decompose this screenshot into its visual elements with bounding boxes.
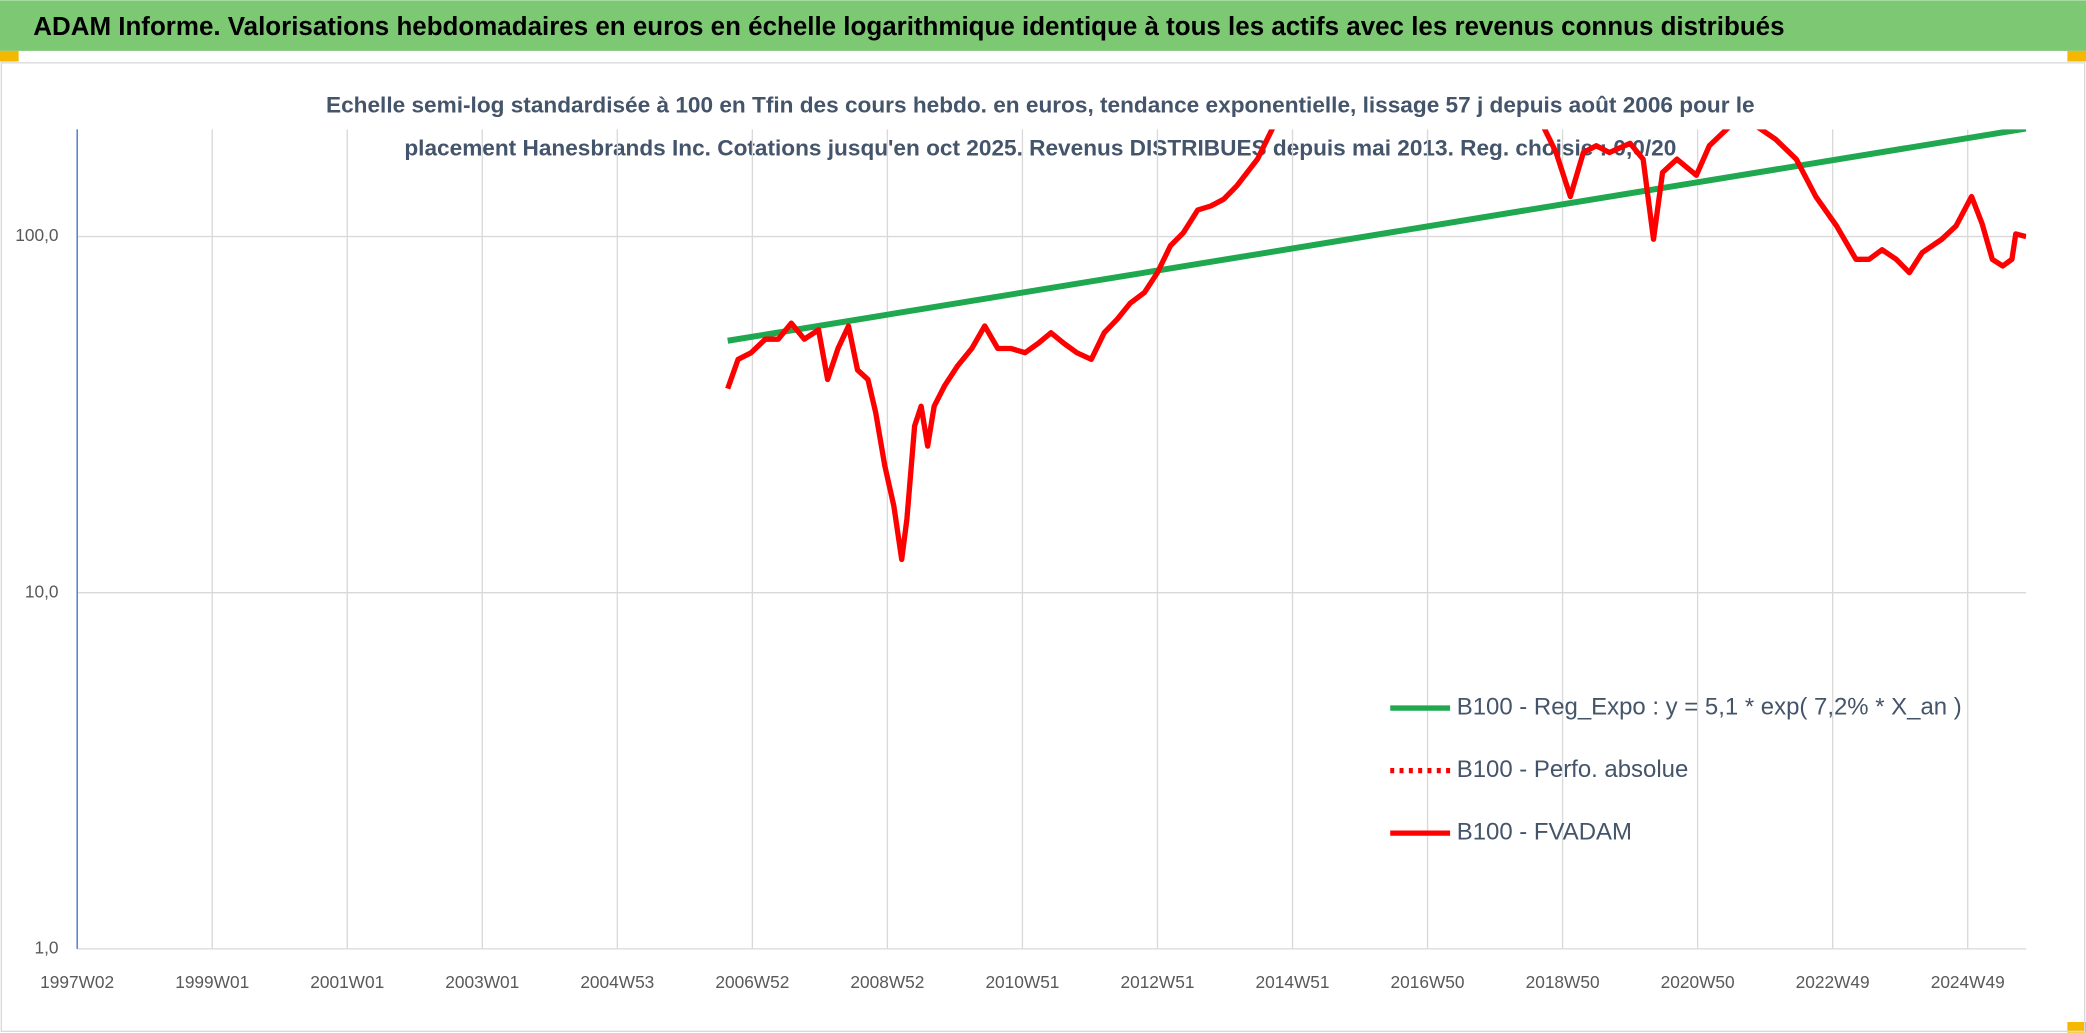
- x-tick-label: 1999W01: [175, 972, 249, 992]
- chart-title: ADAM Informe. Valorisations hebdomadaire…: [33, 13, 1784, 41]
- corner: [2067, 1022, 2086, 1033]
- x-tick-label: 2012W51: [1120, 972, 1194, 992]
- legend-label: B100 - Reg_Expo : y = 5,1 * exp( 7,2% * …: [1457, 693, 1962, 720]
- y-tick-label: 100,0: [15, 225, 58, 245]
- corner: [0, 50, 19, 62]
- x-tick-label: 2018W50: [1526, 972, 1600, 992]
- x-tick-label: 2004W53: [580, 972, 654, 992]
- legend-label: B100 - Perfo. absolue: [1457, 756, 1689, 783]
- x-tick-label: 2024W49: [1931, 972, 2005, 992]
- series-line: [727, 129, 2027, 344]
- x-tick-label: 2020W50: [1661, 972, 1735, 992]
- x-tick-label: 2016W50: [1391, 972, 1465, 992]
- x-tick-label: 2003W01: [445, 972, 519, 992]
- x-tick-label: 2006W52: [715, 972, 789, 992]
- series-line: [725, 129, 2027, 563]
- x-tick-label: 2022W49: [1796, 972, 1870, 992]
- x-tick-label: 2008W52: [850, 972, 924, 992]
- y-tick-label: 1,0: [35, 937, 59, 957]
- legend-label: B100 - FVADAM: [1457, 818, 1632, 845]
- subtitle: placement Hanesbrands Inc. Cotations jus…: [404, 135, 1676, 160]
- x-tick-label: 2010W51: [985, 972, 1059, 992]
- title-bar: [0, 0, 2086, 51]
- subtitle: Echelle semi-log standardisée à 100 en T…: [326, 93, 1755, 118]
- corner: [2067, 50, 2086, 62]
- x-tick-label: 2001W01: [310, 972, 384, 992]
- chart-border: [0, 62, 2086, 1033]
- x-tick-label: 1997W02: [40, 972, 114, 992]
- x-tick-label: 2014W51: [1256, 972, 1330, 992]
- y-tick-label: 10,0: [25, 581, 59, 601]
